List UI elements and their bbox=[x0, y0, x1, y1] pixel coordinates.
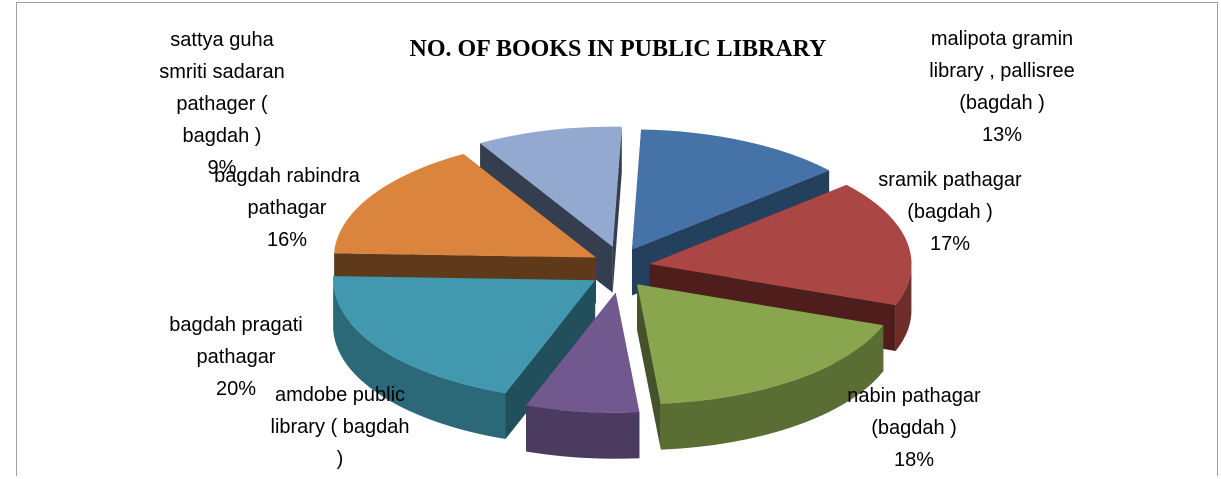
slice-label-line: smriti sadaran bbox=[159, 61, 285, 83]
slice-label-line: nabin pathagar bbox=[847, 385, 981, 407]
slice-label-line: sattya guha bbox=[170, 29, 274, 51]
pie-slices bbox=[333, 126, 912, 459]
slice-label-line: (bagdah ) bbox=[959, 92, 1045, 114]
slice-label-6: bagdah rabindra pathagar 16% bbox=[214, 165, 361, 251]
slice-label-line: pathagar bbox=[197, 346, 276, 368]
slice-label-line: malipota gramin bbox=[931, 28, 1073, 50]
slice-label-line: library , pallisree bbox=[929, 60, 1075, 82]
slice-label-line: pathagar bbox=[248, 197, 327, 219]
pie-slice-top bbox=[480, 126, 622, 247]
pie-slice-top bbox=[632, 129, 830, 250]
slice-label-line: 16% bbox=[267, 229, 307, 251]
pie-slice-top bbox=[334, 153, 596, 258]
slice-label-line: 9% bbox=[208, 157, 237, 179]
slice-label-line: bagdah ) bbox=[183, 125, 262, 147]
slice-label-7: sattya guha smriti sadaran pathager ( bagda… bbox=[159, 29, 285, 179]
slice-label-line: (bagdah ) bbox=[907, 201, 993, 223]
slice-label-line: sramik pathagar bbox=[878, 169, 1022, 191]
pie-slice-top bbox=[526, 292, 640, 413]
slice-label-line: library ( bagdah bbox=[271, 416, 410, 438]
pie-slice-wall bbox=[895, 260, 912, 351]
slice-labels: malipota gramin library , pallisree (bagda… bbox=[159, 28, 1075, 471]
slice-label-line: 20% bbox=[216, 378, 256, 400]
pie-slice-side bbox=[637, 284, 661, 450]
pie-slice-wall bbox=[660, 325, 884, 450]
slice-label-5: bagdah pragati pathagar 20% bbox=[169, 314, 302, 400]
slice-label-2: sramik pathagar (bagdah ) 17% bbox=[878, 169, 1022, 255]
slice-label-line: 17% bbox=[930, 233, 970, 255]
pie-slice-top bbox=[333, 276, 596, 394]
pie-slice-3 bbox=[637, 284, 884, 450]
slice-label-line: pathager ( bbox=[176, 93, 268, 115]
slice-label-line: bagdah pragati bbox=[169, 314, 302, 336]
pie-slice-4 bbox=[526, 292, 640, 459]
slice-label-line: amdobe public bbox=[275, 384, 405, 406]
pie-slice-wall bbox=[526, 405, 640, 459]
pie-slice-top bbox=[649, 184, 912, 305]
slice-label-line: (bagdah ) bbox=[871, 417, 957, 439]
slice-label-line: 18% bbox=[894, 449, 934, 471]
slice-label-line: bagdah rabindra bbox=[214, 165, 361, 187]
slice-label-line: ) bbox=[337, 448, 344, 470]
pie-slice-5 bbox=[333, 276, 596, 440]
chart-title: NO. OF BOOKS IN PUBLIC LIBRARY bbox=[410, 36, 827, 62]
pie-slice-wall bbox=[333, 276, 506, 440]
slice-label-line: 13% bbox=[982, 124, 1022, 146]
slice-label-1: malipota gramin library , pallisree (bagda… bbox=[929, 28, 1075, 146]
slice-label-3: nabin pathagar (bagdah ) 18% bbox=[847, 385, 981, 471]
pie-slice-side bbox=[612, 126, 622, 293]
slice-label-4: amdobe public library ( bagdah) bbox=[271, 384, 410, 470]
pie-slice-top bbox=[637, 284, 884, 404]
